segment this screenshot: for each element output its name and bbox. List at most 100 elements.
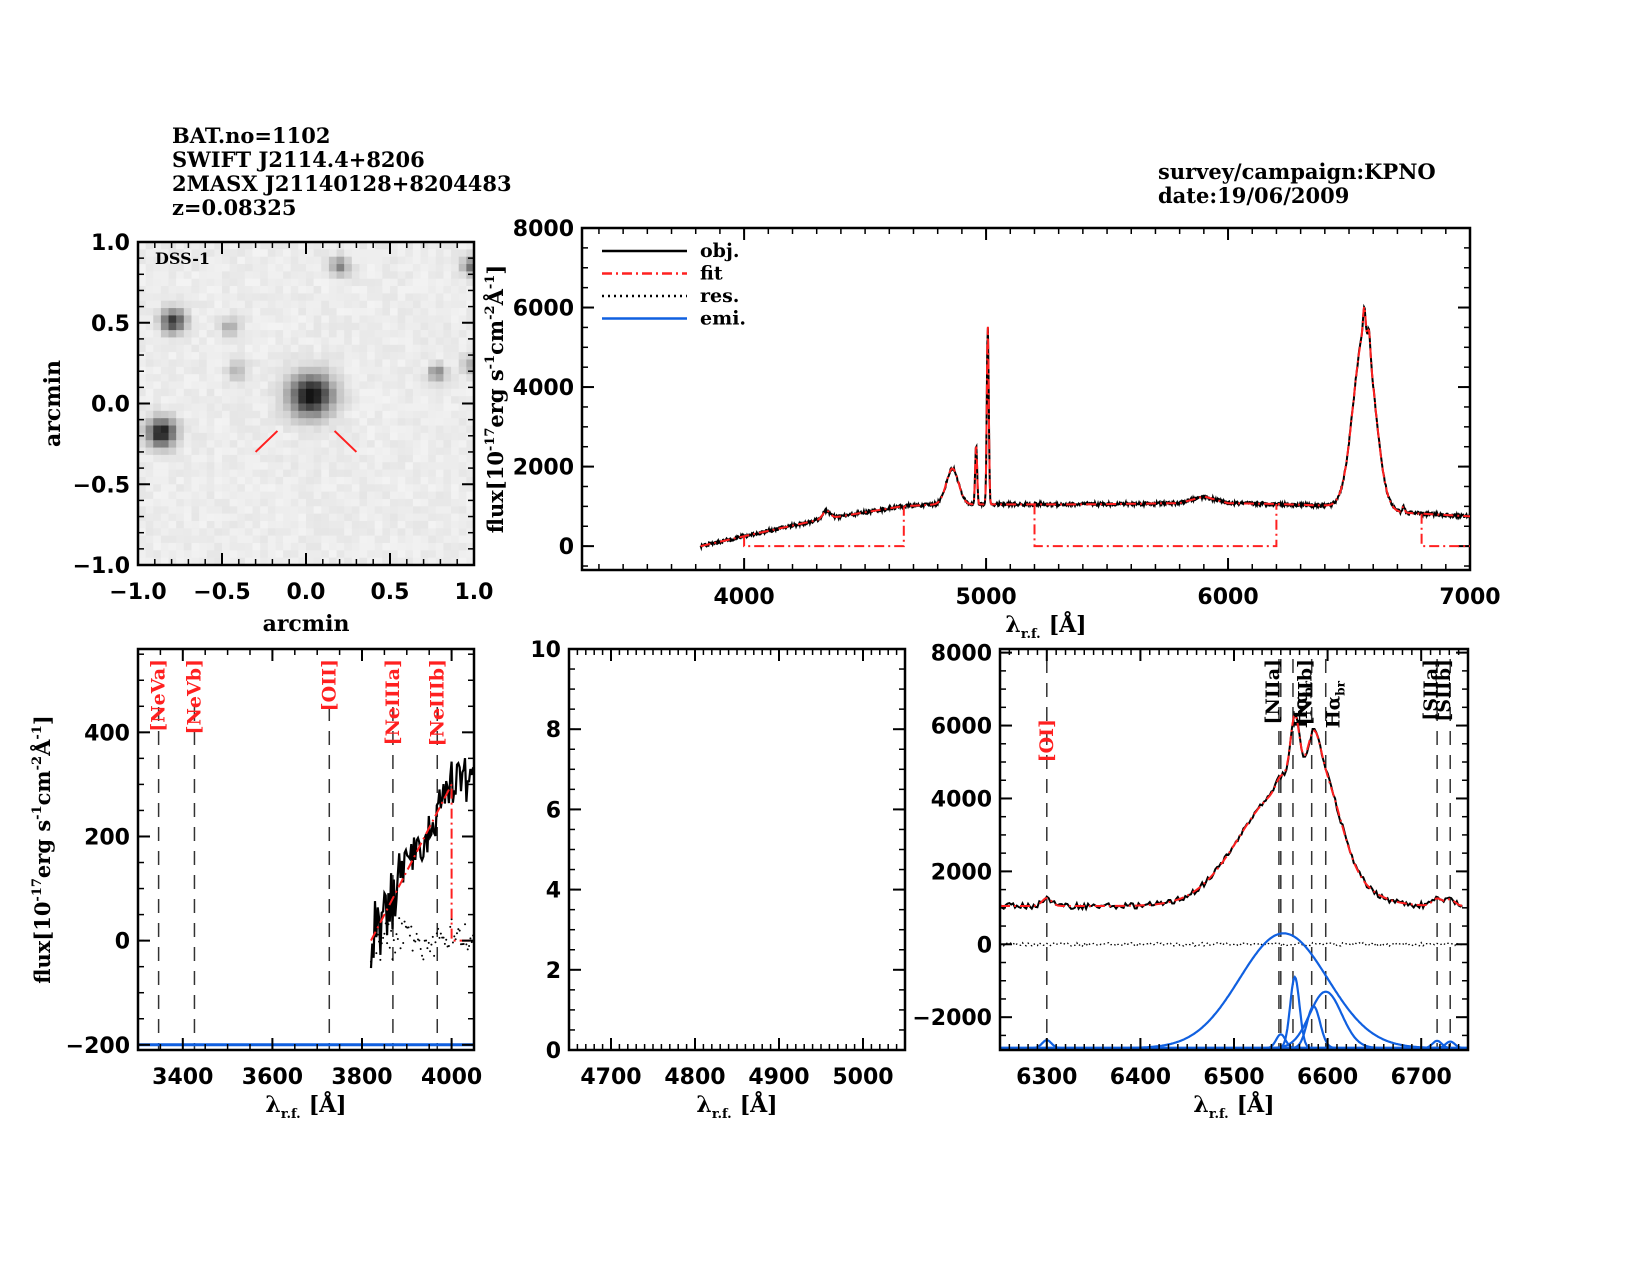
image-pixel xyxy=(267,374,277,383)
image-pixel xyxy=(397,359,406,368)
image-pixel xyxy=(374,337,383,346)
image-pixel xyxy=(229,484,238,493)
image-pixel xyxy=(267,542,277,551)
image-xtick-label: 0.5 xyxy=(371,580,410,605)
image-pixel xyxy=(412,381,422,390)
residual-point xyxy=(373,925,376,928)
image-pixel xyxy=(298,271,307,280)
image-pixel xyxy=(390,506,399,515)
image-pixel xyxy=(466,308,475,317)
image-pixel xyxy=(458,432,467,441)
image-pixel xyxy=(405,359,414,368)
image-pixel xyxy=(321,513,330,522)
image-pixel xyxy=(275,484,284,493)
image-pixel xyxy=(176,337,185,346)
image-pixel xyxy=(428,550,437,559)
image-pixel xyxy=(275,271,284,280)
image-pixel xyxy=(328,330,338,339)
image-ytick-label: 1.0 xyxy=(91,231,130,256)
image-pixel xyxy=(229,550,238,559)
image-pixel xyxy=(428,498,437,507)
image-pixel xyxy=(397,513,406,522)
image-pixel xyxy=(458,256,467,265)
image-pixel xyxy=(252,513,261,522)
image-pixel xyxy=(229,278,238,287)
image-pixel xyxy=(451,374,460,383)
image-pixel xyxy=(351,278,361,287)
image-pixel xyxy=(206,550,215,559)
residual-point xyxy=(453,935,456,938)
image-pixel xyxy=(382,506,391,515)
image-pixel xyxy=(183,286,193,294)
image-pixel xyxy=(138,322,147,331)
image-pixel xyxy=(428,300,437,309)
image-pixel xyxy=(405,344,414,353)
image-pixel xyxy=(214,513,223,522)
image-pixel xyxy=(306,322,315,331)
image-pixel xyxy=(443,278,452,287)
residual-point xyxy=(439,932,442,935)
residual-point xyxy=(403,920,406,923)
image-pixel xyxy=(397,425,406,434)
image-xtick-label: −1.0 xyxy=(109,580,166,605)
image-pixel xyxy=(252,359,261,368)
target-marker-line xyxy=(254,430,279,453)
image-pixel xyxy=(466,403,475,412)
image-pixel xyxy=(160,476,170,485)
image-pixel xyxy=(252,425,261,434)
image-ytick-label: 0.0 xyxy=(91,393,130,418)
image-pixel xyxy=(374,315,383,324)
image-pixel xyxy=(222,381,231,390)
image-pixel xyxy=(458,447,467,456)
image-pixel xyxy=(382,381,391,390)
image-pixel xyxy=(390,337,399,346)
image-pixel xyxy=(466,344,475,353)
image-pixel xyxy=(275,440,284,449)
image-pixel xyxy=(206,278,215,287)
image-pixel xyxy=(374,425,383,434)
image-pixel xyxy=(145,535,154,544)
image-pixel xyxy=(420,557,429,566)
image-pixel xyxy=(359,476,368,485)
image-pixel xyxy=(183,249,193,258)
image-pixel xyxy=(214,359,223,368)
image-pixel xyxy=(237,476,246,485)
halpha-obj-spectrum xyxy=(999,713,1463,912)
image-pixel xyxy=(290,286,299,294)
image-pixel xyxy=(176,528,185,537)
image-pixel xyxy=(435,249,445,258)
full-spectrum-ytick-label: 0 xyxy=(559,535,574,560)
blue-obj-spectrum xyxy=(369,757,475,969)
image-pixel xyxy=(367,447,376,456)
image-pixel xyxy=(153,506,162,515)
image-pixel xyxy=(199,396,208,405)
image-pixel xyxy=(435,330,445,339)
image-pixel xyxy=(367,300,376,309)
image-pixel xyxy=(306,418,315,427)
image-pixel xyxy=(428,454,437,463)
image-pixel xyxy=(260,403,269,412)
image-pixel xyxy=(313,286,322,294)
survey-campaign: survey/campaign:KPNO xyxy=(1158,159,1436,184)
image-pixel xyxy=(336,256,345,265)
image-pixel xyxy=(328,462,338,471)
image-pixel xyxy=(160,491,170,500)
image-pixel xyxy=(138,308,147,317)
image-pixel xyxy=(344,242,353,250)
image-pixel xyxy=(199,513,208,522)
image-pixel xyxy=(283,425,292,434)
image-pixel xyxy=(344,425,353,434)
image-pixel xyxy=(275,366,284,375)
image-pixel xyxy=(351,366,361,375)
image-pixel xyxy=(298,344,307,353)
image-pixel xyxy=(466,469,475,478)
image-pixel xyxy=(306,271,315,280)
image-pixel xyxy=(451,403,460,412)
image-pixel xyxy=(298,388,307,397)
image-pixel xyxy=(405,403,414,412)
image-pixel xyxy=(290,498,299,507)
image-pixel xyxy=(412,432,422,441)
image-pixel xyxy=(321,506,330,515)
image-pixel xyxy=(458,454,467,463)
image-pixel xyxy=(344,308,353,317)
